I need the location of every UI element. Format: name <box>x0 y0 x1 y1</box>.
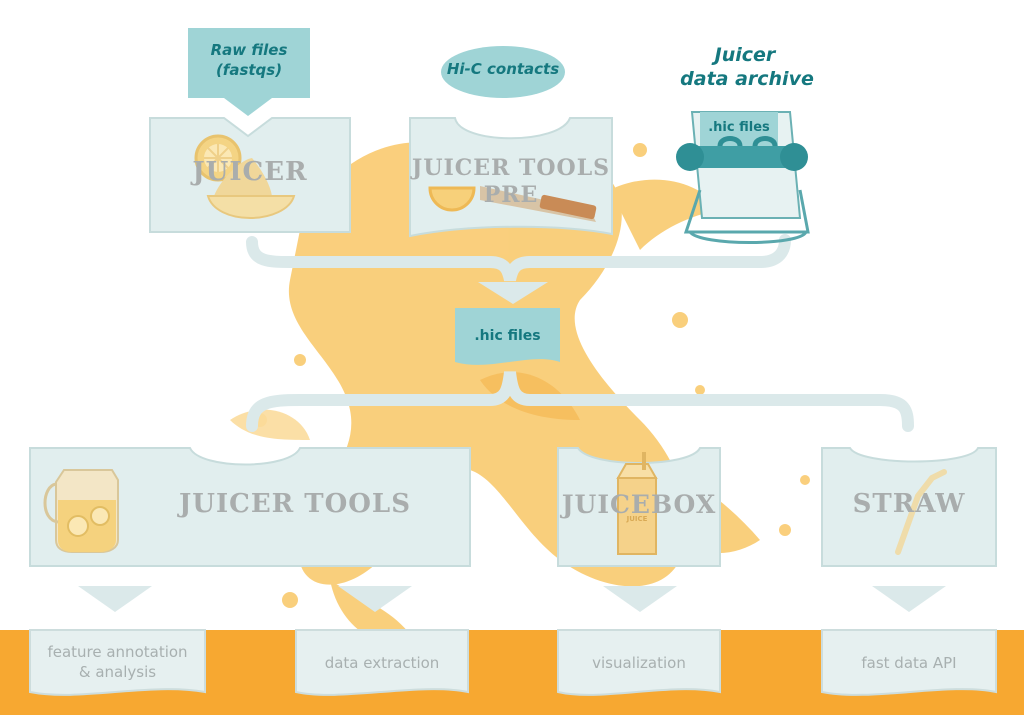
archive-title-line2: data archive <box>680 68 814 90</box>
juicer-tools-pre-line1: JUICER TOOLS <box>411 155 611 181</box>
straw-icon <box>895 469 947 555</box>
juicer-tools-pre-line2: PRE <box>483 182 539 208</box>
straw-panel <box>821 447 997 567</box>
extraction-box <box>295 629 469 696</box>
juice-carton-text: JUICE <box>626 515 648 523</box>
juice-carton-icon <box>616 452 658 555</box>
orange-knife-icon <box>428 186 597 222</box>
feature-box <box>29 629 206 696</box>
arrow-visualization <box>603 586 677 612</box>
arrow-feature <box>78 586 152 612</box>
juicebox-label: JUICEBOX <box>561 489 717 519</box>
archive-card-label: .hic files <box>708 120 770 135</box>
visualization-box <box>557 629 721 696</box>
feature-annotation-label: feature annotation & analysis <box>30 640 205 684</box>
arrow-extraction <box>338 586 412 612</box>
visualization-label: visualization <box>592 654 686 672</box>
raw-files-callout <box>188 28 310 116</box>
hic-contacts-label: Hi-C contacts <box>446 60 560 78</box>
straw-label: STRAW <box>852 489 966 519</box>
arrow-api <box>872 586 946 612</box>
hic-contacts-bubble <box>441 46 565 98</box>
raw-files-label: Raw files (fastqs) <box>210 41 288 79</box>
feature-line1: feature annotation <box>47 643 188 661</box>
pitcher-icon <box>43 469 119 553</box>
top-bracket <box>246 234 791 282</box>
api-box <box>821 629 997 696</box>
juicer-tools-panel <box>29 447 471 567</box>
data-extraction-label: data extraction <box>324 654 440 672</box>
fast-data-api-label: fast data API <box>861 654 957 672</box>
top-down-arrow <box>478 282 548 304</box>
citrus-reamer-icon <box>194 134 296 220</box>
juicer-label: JUICER <box>192 157 308 187</box>
feature-line2: & analysis <box>78 663 157 681</box>
hic-files-middle-box <box>455 308 560 365</box>
archive-title-line1: Juicer <box>714 44 776 66</box>
rolodex-icon <box>676 111 810 244</box>
middle-bracket <box>246 371 914 432</box>
hic-files-middle-label: .hic files <box>474 328 541 344</box>
juicer-tools-label: JUICER TOOLS <box>178 489 411 519</box>
